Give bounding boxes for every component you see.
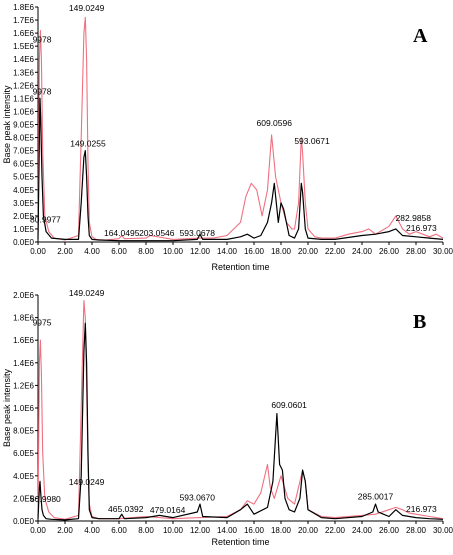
series-line-pink bbox=[37, 16, 444, 241]
x-tick-label: 12.00 bbox=[190, 526, 211, 535]
y-tick-label: 1.7E6 bbox=[13, 16, 34, 25]
x-tick-label: 4.00 bbox=[84, 247, 100, 256]
y-tick-label: 1.0E5 bbox=[13, 225, 34, 234]
peak-label: 149.0249 bbox=[69, 288, 105, 298]
peak-label: 9978 bbox=[33, 86, 52, 96]
panel-letter: B bbox=[413, 311, 426, 333]
y-tick-label: 1.8E6 bbox=[13, 3, 34, 12]
x-tick-label: 2.00 bbox=[57, 247, 73, 256]
x-tick-label: 24.00 bbox=[352, 526, 373, 535]
y-tick-label: 7.0E5 bbox=[13, 147, 34, 156]
x-tick-label: 8.00 bbox=[138, 526, 154, 535]
x-tick-label: 4.00 bbox=[84, 526, 100, 535]
x-tick-label: 26.00 bbox=[379, 526, 400, 535]
peak-label: 282.9858 bbox=[396, 213, 432, 223]
x-axis-title: Retention time bbox=[211, 537, 269, 547]
y-tick-label: 1.2E6 bbox=[13, 381, 34, 390]
peak-label: 609.0601 bbox=[271, 400, 307, 410]
y-tick-label: 3.0E5 bbox=[13, 199, 34, 208]
peak-label: 80.9980 bbox=[30, 494, 61, 504]
x-tick-label: 0.00 bbox=[30, 247, 46, 256]
peak-label: 593.0670 bbox=[180, 493, 216, 503]
peak-label: 203.0546 bbox=[139, 228, 175, 238]
y-tick-label: 2.0E5 bbox=[13, 212, 34, 221]
x-tick-label: 14.00 bbox=[217, 247, 238, 256]
peak-label: 216.973 bbox=[406, 504, 437, 514]
y-tick-label: 1.5E6 bbox=[13, 42, 34, 51]
peak-label: 80.9977 bbox=[30, 214, 61, 224]
peak-label: 149.0249 bbox=[69, 3, 105, 13]
x-tick-label: 22.00 bbox=[325, 526, 346, 535]
x-tick-label: 10.00 bbox=[163, 526, 184, 535]
x-tick-label: 20.00 bbox=[298, 526, 319, 535]
x-tick-label: 26.00 bbox=[379, 247, 400, 256]
y-tick-label: 4.0E5 bbox=[13, 472, 34, 481]
x-tick-label: 16.00 bbox=[244, 247, 265, 256]
x-tick-label: 8.00 bbox=[138, 247, 154, 256]
x-tick-label: 6.00 bbox=[111, 526, 127, 535]
y-tick-label: 0.0E0 bbox=[13, 517, 34, 526]
y-tick-label: 1.6E6 bbox=[13, 336, 34, 345]
y-axis-title: Base peak intensity bbox=[2, 368, 12, 447]
y-tick-label: 8.0E5 bbox=[13, 427, 34, 436]
y-tick-label: 5.0E5 bbox=[13, 173, 34, 182]
x-tick-label: 18.00 bbox=[271, 526, 292, 535]
y-tick-label: 1.6E6 bbox=[13, 29, 34, 38]
x-tick-label: 28.00 bbox=[406, 526, 427, 535]
y-tick-label: 2.0E6 bbox=[13, 291, 34, 300]
peak-label: 164.0495 bbox=[104, 228, 140, 238]
y-axis-title: Base peak intensity bbox=[2, 85, 12, 164]
peak-label: 479.0164 bbox=[150, 505, 186, 515]
y-tick-label: 1.8E6 bbox=[13, 314, 34, 323]
x-tick-label: 24.00 bbox=[352, 247, 373, 256]
peak-label: 149.0255 bbox=[70, 139, 106, 149]
peak-label: 9975 bbox=[33, 318, 52, 328]
y-tick-label: 2.0E5 bbox=[13, 494, 34, 503]
peak-label: 593.0678 bbox=[180, 228, 216, 238]
y-tick-label: 1.3E6 bbox=[13, 68, 34, 77]
peak-label: 593.0671 bbox=[294, 136, 330, 146]
x-tick-label: 0.00 bbox=[30, 526, 46, 535]
x-tick-label: 20.00 bbox=[298, 247, 319, 256]
y-tick-label: 8.0E5 bbox=[13, 134, 34, 143]
y-tick-label: 1.0E6 bbox=[13, 107, 34, 116]
y-tick-label: 1.2E6 bbox=[13, 81, 34, 90]
x-tick-label: 16.00 bbox=[244, 526, 265, 535]
x-tick-label: 22.00 bbox=[325, 247, 346, 256]
x-tick-label: 30.00 bbox=[433, 247, 453, 256]
y-tick-label: 1.1E6 bbox=[13, 94, 34, 103]
y-tick-label: 9.0E5 bbox=[13, 121, 34, 130]
peak-label: 285.0017 bbox=[358, 492, 394, 502]
series-line-black bbox=[37, 97, 444, 242]
peak-label: 9978 bbox=[33, 34, 52, 44]
x-axis-title: Retention time bbox=[211, 262, 269, 272]
x-tick-label: 10.00 bbox=[163, 247, 184, 256]
x-tick-label: 12.00 bbox=[190, 247, 211, 256]
peak-label: 465.0392 bbox=[108, 504, 144, 514]
x-tick-label: 6.00 bbox=[111, 247, 127, 256]
x-tick-label: 14.00 bbox=[217, 526, 238, 535]
y-tick-label: 6.0E5 bbox=[13, 160, 34, 169]
x-tick-label: 28.00 bbox=[406, 247, 427, 256]
peak-label: 216.973 bbox=[406, 223, 437, 233]
peak-label: 149.0249 bbox=[69, 477, 105, 487]
peak-label: 609.0596 bbox=[257, 118, 293, 128]
x-tick-label: 30.00 bbox=[433, 526, 453, 535]
chart-panel-a: 0.0E0 1.0E5 2.0E5 3.0E5 4.0E5 5.0E5 6.0E5 7.0E5… bbox=[2, 3, 453, 272]
chart-panel-b: 0.0E0 2.0E5 4.0E5 6.0E5 8.0E5 1.0E6 1.2E6 1.4E6… bbox=[2, 288, 453, 547]
x-tick-label: 2.00 bbox=[57, 526, 73, 535]
panel-letter: A bbox=[413, 25, 428, 47]
y-tick-label: 1.4E6 bbox=[13, 359, 34, 368]
y-tick-label: 1.4E6 bbox=[13, 55, 34, 64]
y-tick-label: 6.0E5 bbox=[13, 449, 34, 458]
series-line-black bbox=[37, 322, 444, 521]
y-tick-label: 4.0E5 bbox=[13, 186, 34, 195]
y-tick-label: 0.0E0 bbox=[13, 238, 34, 247]
x-tick-label: 18.00 bbox=[271, 247, 292, 256]
y-tick-label: 1.0E6 bbox=[13, 404, 34, 413]
